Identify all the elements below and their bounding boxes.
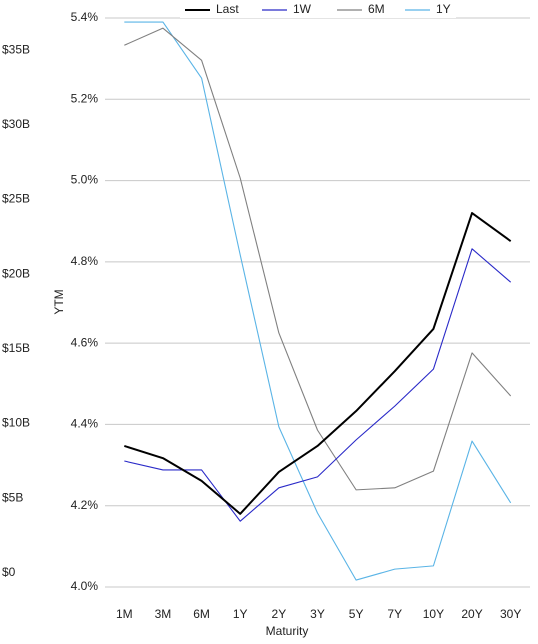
y-tick-label: $10B — [2, 416, 30, 430]
y2-tick-label: 4.4% — [71, 417, 99, 431]
x-tick-label: 6M — [193, 607, 210, 621]
y2-tick-label: 5.0% — [71, 173, 99, 187]
series-line — [124, 21, 512, 581]
y2-tick-label: 4.8% — [71, 254, 99, 268]
x-tick-label: 3M — [155, 607, 172, 621]
x-tick-label: 1M — [116, 607, 133, 621]
legend-label: Last — [216, 2, 239, 16]
x-tick-label: 2Y — [272, 607, 287, 621]
x-tick-label: 5Y — [349, 607, 364, 621]
y-tick-label: $20B — [2, 266, 30, 280]
y-tick-label: $25B — [2, 192, 30, 206]
x-axis-label: Maturity — [266, 624, 309, 638]
y2-tick-label: 5.2% — [71, 91, 99, 105]
y2-tick-label: 4.6% — [71, 335, 99, 349]
x-tick-label: 10Y — [423, 607, 444, 621]
y-tick-label: $15B — [2, 341, 30, 355]
y-tick-label: $30B — [2, 117, 30, 131]
legend-label: 6M — [368, 2, 385, 16]
legend-background — [180, 4, 456, 18]
y2-tick-label: 4.2% — [71, 498, 99, 512]
y-tick-label: $5B — [2, 490, 23, 504]
series-line — [124, 27, 512, 491]
legend-label: 1Y — [436, 2, 451, 16]
x-tick-label: 3Y — [310, 607, 325, 621]
y2-tick-label: 4.0% — [71, 579, 99, 593]
series-line — [124, 212, 512, 515]
legend: Last 1W 6M 1Y — [180, 2, 456, 18]
y-tick-label: $35B — [2, 42, 30, 56]
y2-tick-label: 5.4% — [71, 10, 99, 24]
x-tick-label: 7Y — [387, 607, 402, 621]
x-tick-label: 30Y — [500, 607, 521, 621]
y-tick-label: $0 — [2, 565, 16, 579]
y2-axis-label: YTM — [52, 289, 66, 314]
x-tick-label: 1Y — [233, 607, 248, 621]
x-tick-label: 20Y — [461, 607, 482, 621]
legend-label: 1W — [293, 2, 312, 16]
series-line — [124, 248, 512, 522]
